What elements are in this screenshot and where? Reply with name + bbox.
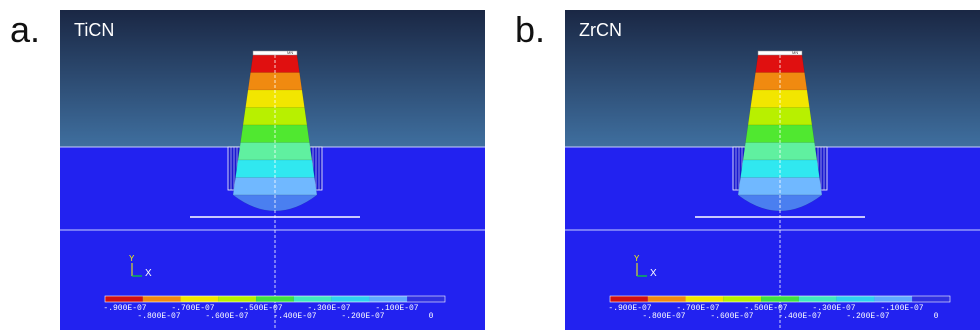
colorbar-segment xyxy=(837,296,875,302)
colorbar-segment xyxy=(648,296,686,302)
panel-title: ZrCN xyxy=(579,20,622,40)
colorbar-segment xyxy=(610,296,648,302)
colorbar-label: -.400E-07 xyxy=(273,312,316,321)
colorbar-segment xyxy=(799,296,837,302)
colorbar-segment xyxy=(874,296,912,302)
axis-y-label: Y xyxy=(634,254,640,263)
colorbar-segment xyxy=(407,296,445,302)
colorbar-label: -.100E-07 xyxy=(375,304,418,313)
colorbar-label: -.400E-07 xyxy=(778,312,821,321)
colorbar-segment xyxy=(218,296,256,302)
colorbar-segment xyxy=(105,296,143,302)
colorbar-segment xyxy=(723,296,761,302)
panel-label: a. xyxy=(10,9,40,50)
colorbar-label: -.200E-07 xyxy=(341,312,384,321)
colorbar-segment xyxy=(294,296,332,302)
figure: a.TiCNMNYX-.900E-07-.800E-07-.700E-07-.6… xyxy=(0,0,980,335)
colorbar-segment xyxy=(761,296,799,302)
colorbar-segment xyxy=(369,296,407,302)
colorbar-label: 0 xyxy=(934,312,939,321)
colorbar-segment xyxy=(143,296,181,302)
axis-x-label: X xyxy=(145,268,152,279)
panel-label: b. xyxy=(515,9,545,50)
panel: TiCNMNYX-.900E-07-.800E-07-.700E-07-.600… xyxy=(60,10,485,330)
colorbar-segment xyxy=(332,296,370,302)
colorbar-label: -.800E-07 xyxy=(137,312,180,321)
colorbar-label: -.200E-07 xyxy=(846,312,889,321)
colorbar-label: -.100E-07 xyxy=(880,304,923,313)
axis-y-label: Y xyxy=(129,254,135,263)
colorbar-label: -.800E-07 xyxy=(642,312,685,321)
panel: ZrCNMNYX-.900E-07-.800E-07-.700E-07-.600… xyxy=(565,10,980,330)
colorbar-segment xyxy=(181,296,219,302)
node-label: MN xyxy=(792,50,798,55)
colorbar-label: -.600E-07 xyxy=(710,312,753,321)
colorbar-label: 0 xyxy=(429,312,434,321)
colorbar-segment xyxy=(686,296,724,302)
colorbar-label: -.600E-07 xyxy=(205,312,248,321)
colorbar-segment xyxy=(912,296,950,302)
axis-x-label: X xyxy=(650,268,657,279)
node-label: MN xyxy=(287,50,293,55)
colorbar-segment xyxy=(256,296,294,302)
panel-title: TiCN xyxy=(74,20,114,40)
